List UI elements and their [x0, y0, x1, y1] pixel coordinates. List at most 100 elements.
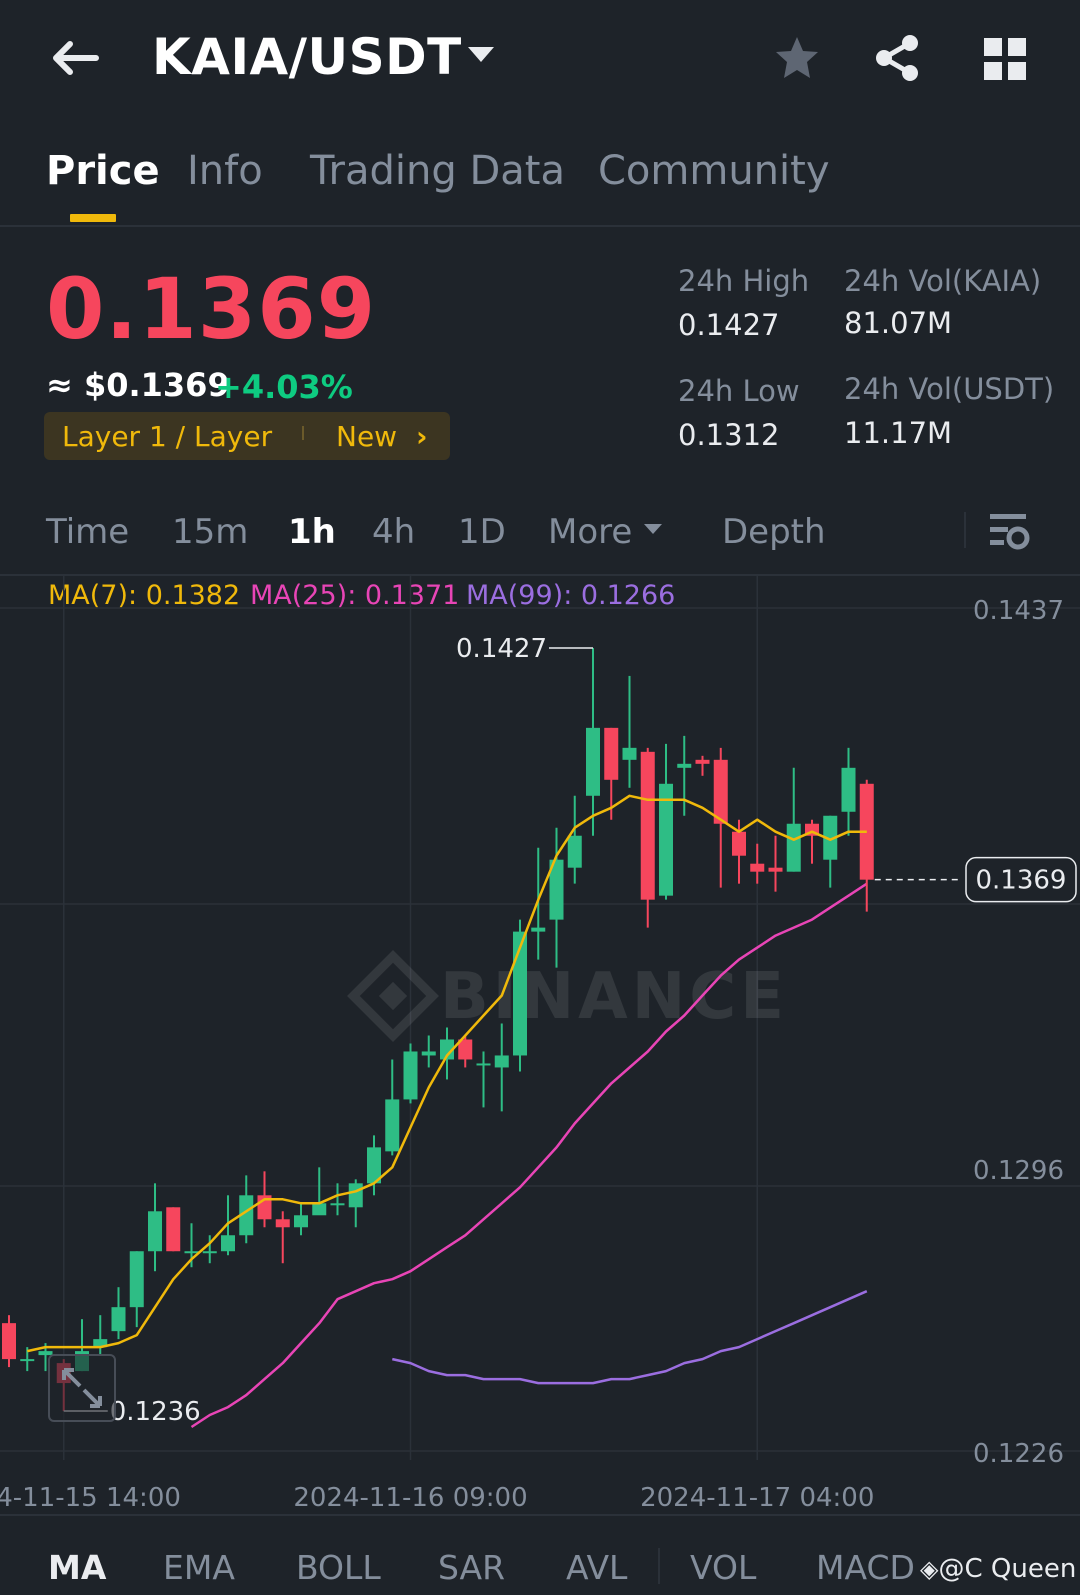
share-button[interactable] [874, 34, 920, 86]
candle-body [38, 1351, 53, 1356]
category-tag[interactable]: Layer 1 / Layer New › [44, 412, 450, 460]
indicator-sar[interactable]: SAR [438, 1548, 506, 1587]
candle-body [622, 747, 637, 760]
indicator-boll[interactable]: BOLL [296, 1548, 381, 1587]
interval-15m[interactable]: 15m [172, 512, 249, 552]
current-price-label: 0.1369 [976, 866, 1067, 896]
candle-body [659, 783, 673, 896]
candle-body [586, 727, 600, 796]
category-tag-label: Layer 1 / Layer [62, 420, 273, 453]
low-value: 0.1312 [678, 418, 780, 452]
candle-body [275, 1219, 290, 1228]
last-price: 0.1369 [46, 260, 377, 358]
candle-body [768, 867, 783, 872]
candle-body [695, 759, 710, 764]
new-tag-label: New [336, 420, 398, 453]
candle-body [403, 1051, 418, 1100]
caret-down-icon [468, 47, 494, 62]
candle-body [750, 863, 765, 872]
back-button[interactable] [48, 38, 100, 78]
candle-body [294, 1215, 308, 1228]
candle-body [823, 815, 838, 860]
watermark: BINANCE [347, 950, 788, 1042]
vol-quote-value: 11.17M [844, 416, 953, 450]
credit-watermark: ◈@C Queen [920, 1554, 1076, 1584]
y-tick-label: 0.1296 [973, 1156, 1064, 1186]
candle-body [129, 1251, 144, 1308]
interval-more[interactable]: More [548, 512, 633, 552]
chevron-right-icon: › [416, 420, 428, 453]
fullscreen-button[interactable] [48, 1354, 116, 1422]
vol-quote-label: 24h Vol(USDT) [844, 372, 1055, 406]
ma7-legend: MA(7): 0.1382 [48, 580, 241, 611]
chart-settings-icon [990, 514, 1030, 550]
candle-body [531, 927, 546, 932]
more-caret-down-icon [644, 524, 662, 534]
candle-body [805, 823, 819, 836]
candle-body [494, 1055, 509, 1068]
candle-body [20, 1359, 35, 1362]
price-chart[interactable]: 0.1437 0.1296 0.1226 2024-11-15 14:00 2024-1… [0, 574, 1080, 1536]
indicator-ma[interactable]: MA [48, 1548, 107, 1587]
vol-base-label: 24h Vol(KAIA) [844, 264, 1042, 298]
tab-community[interactable]: Community [598, 148, 830, 194]
interval-depth[interactable]: Depth [722, 512, 826, 552]
indicator-macd[interactable]: MACD [816, 1548, 915, 1587]
candle-body [2, 1323, 16, 1360]
candle-body [567, 835, 582, 868]
low-label: 24h Low [678, 374, 800, 408]
x-tick-label: 2024-11-17 04:00 [640, 1483, 874, 1513]
high-value: 0.1427 [678, 308, 780, 342]
active-tab-indicator [70, 214, 116, 222]
candle-body [604, 727, 619, 780]
tab-info[interactable]: Info [187, 148, 263, 194]
y-tick-label: 0.1437 [973, 596, 1064, 626]
candle-body [640, 751, 655, 900]
candle-body [476, 1063, 491, 1066]
tab-price[interactable]: Price [46, 148, 160, 194]
candle-body [440, 1039, 454, 1060]
candle-body [202, 1251, 217, 1254]
y-tick-label: 0.1226 [973, 1439, 1064, 1469]
indicator-ema[interactable]: EMA [163, 1548, 235, 1587]
candle-body [385, 1099, 400, 1152]
candle-body [421, 1051, 436, 1056]
candle-body [239, 1195, 254, 1236]
chart-settings-button[interactable] [990, 512, 1030, 554]
pair-title[interactable]: KAIA/USDT [152, 28, 462, 86]
ma25-legend: MA(25): 0.1371 [250, 580, 460, 611]
indicator-divider [658, 1548, 660, 1584]
indicator-vol[interactable]: VOL [690, 1548, 757, 1587]
svg-text:BINANCE: BINANCE [440, 960, 788, 1034]
candle-body [111, 1307, 126, 1332]
ma25-line [190, 882, 868, 1429]
current-price-box [965, 856, 1077, 903]
candle-body [549, 859, 564, 920]
binance-logo-icon: ◈ [920, 1555, 939, 1583]
high-marker-label: 0.1427 [456, 634, 547, 664]
candle-body [786, 823, 801, 872]
ma99-legend: MA(99): 0.1266 [466, 580, 676, 611]
interval-time[interactable]: Time [46, 512, 130, 552]
pair-dropdown[interactable] [466, 44, 496, 70]
candle-body [367, 1147, 381, 1184]
grid-menu-button[interactable] [984, 38, 1026, 84]
indicator-avl[interactable]: AVL [566, 1548, 628, 1587]
tab-trading-data[interactable]: Trading Data [310, 148, 565, 194]
candle-body [148, 1211, 162, 1252]
interval-4h[interactable]: 4h [372, 512, 416, 552]
candle-body [166, 1207, 181, 1252]
candle-body [458, 1039, 473, 1060]
ma7-line [27, 794, 867, 1353]
fiat-price: ≈ $0.1369 [46, 366, 230, 404]
candle-body [221, 1235, 235, 1252]
high-label: 24h High [678, 264, 810, 298]
interval-1h[interactable]: 1h [288, 512, 336, 552]
expand-icon [62, 1368, 102, 1408]
candle-body [184, 1251, 199, 1254]
tag-separator [302, 426, 304, 440]
candle-body [713, 759, 728, 824]
interval-1d[interactable]: 1D [458, 512, 506, 552]
favorite-button[interactable] [773, 34, 821, 86]
star-icon [776, 37, 818, 78]
